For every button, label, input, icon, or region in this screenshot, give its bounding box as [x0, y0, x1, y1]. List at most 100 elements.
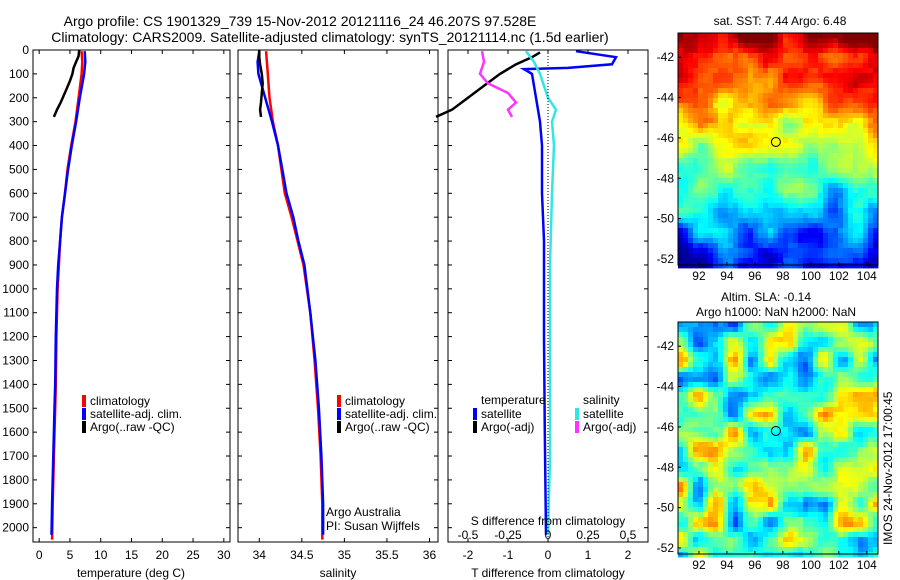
heatmap-cell — [853, 332, 859, 338]
heatmap-cell — [803, 482, 809, 488]
heatmap-cell — [803, 552, 809, 558]
heatmap-cell — [808, 143, 814, 149]
heatmap-cell — [723, 392, 729, 398]
heatmap-cell — [738, 248, 744, 254]
heatmap-cell — [798, 198, 804, 204]
heatmap-cell — [833, 103, 839, 109]
heatmap-cell — [853, 88, 859, 94]
heatmap-cell — [723, 233, 729, 239]
heatmap-cell — [758, 108, 764, 114]
heatmap-cell — [758, 128, 764, 134]
heatmap-cell — [843, 472, 849, 478]
heatmap-cell — [783, 422, 789, 428]
heatmap-cell — [758, 327, 764, 333]
heatmap-cell — [793, 63, 799, 69]
heatmap-cell — [768, 108, 774, 114]
heatmap-cell — [733, 482, 739, 488]
heatmap-cell — [853, 517, 859, 523]
heatmap-cell — [818, 387, 824, 393]
heatmap-cell — [713, 477, 719, 483]
heatmap-cell — [793, 387, 799, 393]
heatmap-cell — [858, 327, 864, 333]
heatmap-cell — [723, 417, 729, 423]
heatmap-cell — [848, 482, 854, 488]
heatmap-cell — [798, 123, 804, 129]
heatmap-cell — [758, 113, 764, 119]
heatmap-cell — [823, 372, 829, 378]
temperature-panel: 0100200300400500600700800900100011001200… — [2, 43, 231, 580]
heatmap-cell — [853, 537, 859, 543]
heatmap-cell — [763, 143, 769, 149]
heatmap-cell — [688, 108, 694, 114]
heatmap-cell — [738, 457, 744, 463]
heatmap-cell — [868, 532, 874, 538]
heatmap-cell — [858, 372, 864, 378]
heatmap-cell — [848, 103, 854, 109]
heatmap-cell — [738, 357, 744, 363]
heatmap-cell — [858, 203, 864, 209]
heatmap-cell — [813, 482, 819, 488]
heatmap-cell — [818, 38, 824, 44]
heatmap-cell — [763, 183, 769, 189]
heatmap-cell — [873, 347, 879, 353]
heatmap-cell — [693, 33, 699, 39]
heatmap-cell — [818, 487, 824, 493]
heatmap-cell — [843, 113, 849, 119]
heatmap-cell — [863, 123, 869, 129]
heatmap-cell — [793, 233, 799, 239]
heatmap-cell — [748, 322, 754, 328]
heatmap-cell — [703, 347, 709, 353]
heatmap-cell — [773, 213, 779, 219]
heatmap-cell — [753, 327, 759, 333]
heatmap-cell — [828, 103, 834, 109]
heatmap-cell — [758, 198, 764, 204]
heatmap-cell — [738, 332, 744, 338]
heatmap-cell — [693, 113, 699, 119]
heatmap-cell — [748, 168, 754, 174]
heatmap-cell — [798, 427, 804, 433]
heatmap-cell — [753, 78, 759, 84]
heatmap-cell — [718, 342, 724, 348]
heatmap-cell — [698, 412, 704, 418]
heatmap-cell — [843, 452, 849, 458]
heatmap-cell — [793, 208, 799, 214]
heatmap-cell — [863, 183, 869, 189]
heatmap-cell — [733, 258, 739, 264]
heatmap-cell — [758, 253, 764, 259]
heatmap-cell — [863, 497, 869, 503]
series-line-s-argo — [478, 50, 518, 118]
heatmap-cell — [828, 173, 834, 179]
heatmap-cell — [773, 457, 779, 463]
heatmap-cell — [838, 148, 844, 154]
y-tick-label: 1400 — [2, 377, 29, 391]
heatmap-cell — [683, 153, 689, 159]
heatmap-cell — [723, 103, 729, 109]
heatmap-cell — [723, 53, 729, 59]
heatmap-cell — [803, 38, 809, 44]
heatmap-cell — [768, 472, 774, 478]
heatmap-cell — [683, 73, 689, 79]
heatmap-cell — [813, 487, 819, 493]
heatmap-cell — [778, 118, 784, 124]
heatmap-cell — [833, 128, 839, 134]
heatmap-cell — [853, 542, 859, 548]
heatmap-cell — [733, 108, 739, 114]
heatmap-cell — [808, 347, 814, 353]
heatmap-cell — [718, 462, 724, 468]
lon-tick-label: 94 — [720, 558, 734, 572]
heatmap-cell — [798, 133, 804, 139]
heatmap-cell — [748, 437, 754, 443]
heatmap-cell — [753, 63, 759, 69]
heatmap-cell — [713, 213, 719, 219]
heatmap-cell — [713, 392, 719, 398]
heatmap-cell — [723, 362, 729, 368]
heatmap-cell — [798, 397, 804, 403]
heatmap-cell — [843, 203, 849, 209]
heatmap-cell — [728, 183, 734, 189]
heatmap-cell — [758, 527, 764, 533]
heatmap-cell — [713, 223, 719, 229]
heatmap-cell — [708, 198, 714, 204]
heatmap-cell — [823, 263, 829, 269]
heatmap-cell — [778, 542, 784, 548]
heatmap-cell — [683, 183, 689, 189]
